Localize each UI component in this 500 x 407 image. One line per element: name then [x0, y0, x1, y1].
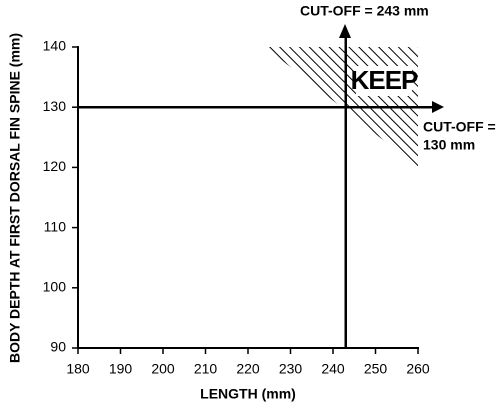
x-tick-label: 180 — [66, 361, 90, 377]
x-tick-label: 190 — [109, 361, 133, 377]
y-tick-label: 140 — [43, 38, 67, 54]
keep-label-bg — [356, 66, 412, 96]
x-tick-label: 230 — [279, 361, 303, 377]
x-tick-label: 200 — [151, 361, 175, 377]
x-tick-label: 210 — [194, 361, 218, 377]
y-tick-label: 120 — [43, 158, 67, 174]
x-cutoff-label: CUT-OFF = 243 mm — [300, 3, 429, 19]
y-tick-label: 100 — [43, 279, 67, 295]
y-cutoff-label: 130 mm — [423, 137, 475, 153]
y-tick-label: 90 — [50, 339, 66, 355]
x-tick-label: 240 — [321, 361, 345, 377]
y-tick-label: 130 — [43, 98, 67, 114]
x-tick-label: 260 — [406, 361, 430, 377]
y-axis-title: BODY DEPTH AT FIRST DORSAL FIN SPINE (mm… — [7, 33, 23, 363]
arrowhead — [432, 101, 444, 113]
x-axis-title: LENGTH (mm) — [200, 386, 296, 402]
y-tick-label: 110 — [44, 218, 67, 234]
arrowhead — [339, 24, 351, 38]
x-tick-label: 250 — [364, 361, 388, 377]
keep-label: KEEP — [351, 65, 418, 95]
x-tick-label: 220 — [236, 361, 260, 377]
y-cutoff-label: CUT-OFF = — [423, 119, 496, 135]
